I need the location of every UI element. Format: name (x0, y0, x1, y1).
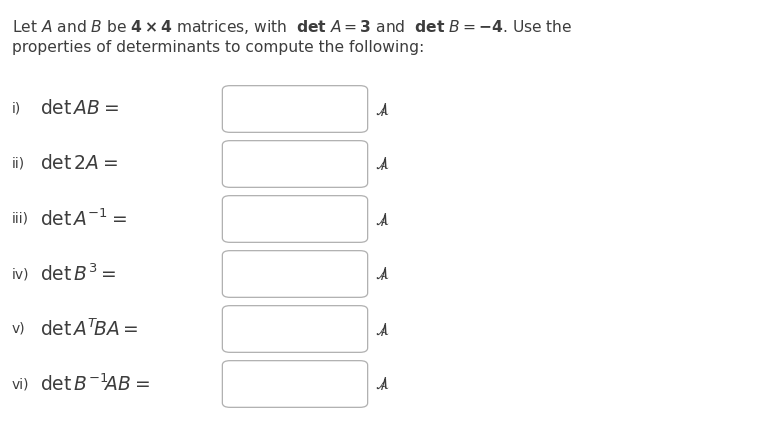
Text: iv): iv) (12, 267, 30, 281)
Text: $\mathcal{A}\!\!\!/\,$: $\mathcal{A}\!\!\!/\,$ (375, 210, 390, 227)
Text: $\det \mathit{A}^T\!\mathit{BA} =$: $\det \mathit{A}^T\!\mathit{BA} =$ (40, 318, 138, 340)
FancyBboxPatch shape (222, 196, 367, 242)
Text: $\det \mathit{AB} =$: $\det \mathit{AB} =$ (40, 99, 119, 118)
Text: $\det \mathit{B}^3 =$: $\det \mathit{B}^3 =$ (40, 263, 116, 285)
Text: $\mathcal{A}\!\!\!/\,$: $\mathcal{A}\!\!\!/\,$ (375, 155, 390, 172)
Text: $\det \mathit{A}^{-1} =$: $\det \mathit{A}^{-1} =$ (40, 208, 128, 230)
Text: Let $\mathit{A}$ and $\mathit{B}$ be $\mathbf{4 \times 4}$ matrices, with  $\mat: Let $\mathit{A}$ and $\mathit{B}$ be $\m… (12, 18, 572, 36)
Text: $\mathcal{A}\!\!\!/\,$: $\mathcal{A}\!\!\!/\,$ (375, 266, 390, 283)
Text: $\mathcal{A}\!\!\!/\,$: $\mathcal{A}\!\!\!/\,$ (375, 375, 390, 392)
Text: $\mathcal{A}\!\!\!/\,$: $\mathcal{A}\!\!\!/\,$ (375, 101, 390, 118)
Text: i): i) (12, 102, 21, 116)
Text: $\mathcal{A}\!\!\!/\,$: $\mathcal{A}\!\!\!/\,$ (375, 320, 390, 338)
Text: $\det \mathit{B}^{-1}\!\mathit{AB} =$: $\det \mathit{B}^{-1}\!\mathit{AB} =$ (40, 373, 150, 395)
Text: v): v) (12, 322, 26, 336)
FancyBboxPatch shape (222, 251, 367, 297)
FancyBboxPatch shape (222, 306, 367, 352)
Text: ii): ii) (12, 157, 25, 171)
Text: properties of determinants to compute the following:: properties of determinants to compute th… (12, 40, 424, 55)
FancyBboxPatch shape (222, 361, 367, 408)
FancyBboxPatch shape (222, 141, 367, 187)
FancyBboxPatch shape (222, 85, 367, 132)
Text: iii): iii) (12, 212, 29, 226)
Text: $\det 2\mathit{A} =$: $\det 2\mathit{A} =$ (40, 155, 118, 174)
Text: vi): vi) (12, 377, 30, 391)
